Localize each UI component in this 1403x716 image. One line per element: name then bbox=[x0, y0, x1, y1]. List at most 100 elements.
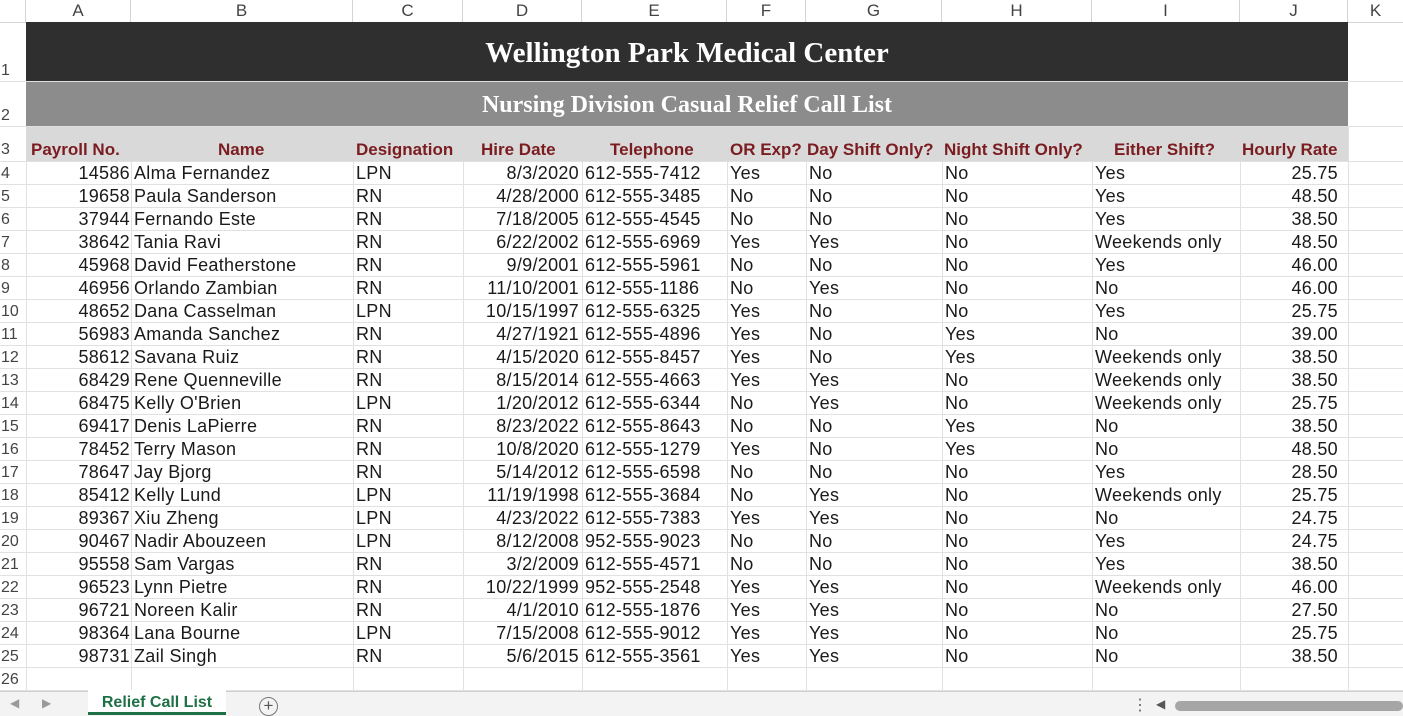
cell-payroll[interactable]: 90467 bbox=[78, 531, 130, 551]
cell-hire-date[interactable]: 4/28/2000 bbox=[496, 186, 579, 206]
cell-hourly-rate[interactable]: 25.75 bbox=[1291, 623, 1338, 643]
cell-telephone[interactable]: 612-555-8457 bbox=[585, 347, 701, 367]
cell-payroll[interactable]: 89367 bbox=[78, 508, 130, 528]
cell-hire-date[interactable]: 1/20/2012 bbox=[496, 393, 579, 413]
cell-or-exp[interactable]: Yes bbox=[730, 439, 761, 459]
cell-day-shift[interactable]: No bbox=[809, 347, 833, 367]
cell-telephone[interactable]: 612-555-6969 bbox=[585, 232, 701, 252]
cell-payroll[interactable]: 78452 bbox=[78, 439, 130, 459]
sheet-subtitle[interactable]: Nursing Division Casual Relief Call List bbox=[26, 82, 1348, 126]
cell-payroll[interactable]: 46956 bbox=[78, 278, 130, 298]
cell-or-exp[interactable]: No bbox=[730, 393, 754, 413]
cell-name[interactable]: Paula Sanderson bbox=[134, 186, 277, 206]
column-header-i[interactable]: I bbox=[1092, 0, 1240, 22]
cell-or-exp[interactable]: No bbox=[730, 485, 754, 505]
cell-designation[interactable]: RN bbox=[356, 646, 383, 666]
cell-designation[interactable]: LPN bbox=[356, 393, 392, 413]
cell-day-shift[interactable]: Yes bbox=[809, 623, 840, 643]
cell-hire-date[interactable]: 4/23/2022 bbox=[496, 508, 579, 528]
cell-payroll[interactable]: 58612 bbox=[78, 347, 130, 367]
cell-hire-date[interactable]: 7/15/2008 bbox=[496, 623, 579, 643]
column-header-f[interactable]: F bbox=[727, 0, 806, 22]
cell-day-shift[interactable]: Yes bbox=[809, 508, 840, 528]
cell-hourly-rate[interactable]: 25.75 bbox=[1291, 393, 1338, 413]
cell-name[interactable]: Sam Vargas bbox=[134, 554, 235, 574]
cell-name[interactable]: David Featherstone bbox=[134, 255, 297, 275]
cell-day-shift[interactable]: Yes bbox=[809, 600, 840, 620]
cell-either-shift[interactable]: No bbox=[1095, 416, 1119, 436]
cell-payroll[interactable]: 78647 bbox=[78, 462, 130, 482]
header-telephone[interactable]: Telephone bbox=[610, 140, 694, 159]
cell-payroll[interactable]: 48652 bbox=[78, 301, 130, 321]
cell-day-shift[interactable]: Yes bbox=[809, 278, 840, 298]
cell-day-shift[interactable]: Yes bbox=[809, 393, 840, 413]
cell-payroll[interactable]: 68475 bbox=[78, 393, 130, 413]
cell-either-shift[interactable]: No bbox=[1095, 646, 1119, 666]
cell-day-shift[interactable]: No bbox=[809, 255, 833, 275]
cell-night-shift[interactable]: No bbox=[945, 301, 969, 321]
row-header-10[interactable]: 10 bbox=[1, 303, 19, 320]
cell-or-exp[interactable]: Yes bbox=[730, 163, 761, 183]
cell-designation[interactable]: RN bbox=[356, 278, 383, 298]
row-header-7[interactable]: 7 bbox=[1, 234, 10, 251]
cell-payroll[interactable]: 98364 bbox=[78, 623, 130, 643]
cell-designation[interactable]: RN bbox=[356, 439, 383, 459]
cell-name[interactable]: Kelly O'Brien bbox=[134, 393, 242, 413]
cell-or-exp[interactable]: Yes bbox=[730, 577, 761, 597]
cell-designation[interactable]: RN bbox=[356, 577, 383, 597]
cell-telephone[interactable]: 952-555-2548 bbox=[585, 577, 701, 597]
cell-name[interactable]: Noreen Kalir bbox=[134, 600, 238, 620]
cell-name[interactable]: Savana Ruiz bbox=[134, 347, 240, 367]
cell-day-shift[interactable]: No bbox=[809, 531, 833, 551]
cell-telephone[interactable]: 612-555-3561 bbox=[585, 646, 701, 666]
cell-designation[interactable]: RN bbox=[356, 416, 383, 436]
cell-day-shift[interactable]: Yes bbox=[809, 646, 840, 666]
cell-designation[interactable]: LPN bbox=[356, 485, 392, 505]
cell-telephone[interactable]: 612-555-8643 bbox=[585, 416, 701, 436]
cell-name[interactable]: Xiu Zheng bbox=[134, 508, 219, 528]
cell-or-exp[interactable]: Yes bbox=[730, 370, 761, 390]
cell-hourly-rate[interactable]: 46.00 bbox=[1291, 278, 1338, 298]
row-header-3[interactable]: 3 bbox=[1, 141, 10, 158]
cell-either-shift[interactable]: No bbox=[1095, 324, 1119, 344]
cell-night-shift[interactable]: No bbox=[945, 370, 969, 390]
header-name[interactable]: Name bbox=[218, 140, 265, 159]
header-designation[interactable]: Designation bbox=[356, 140, 454, 159]
cell-either-shift[interactable]: Yes bbox=[1095, 301, 1126, 321]
cell-or-exp[interactable]: No bbox=[730, 416, 754, 436]
cell-either-shift[interactable]: Yes bbox=[1095, 163, 1126, 183]
cell-hire-date[interactable]: 4/15/2020 bbox=[496, 347, 579, 367]
cell-night-shift[interactable]: No bbox=[945, 646, 969, 666]
cell-night-shift[interactable]: No bbox=[945, 462, 969, 482]
row-header-13[interactable]: 13 bbox=[1, 372, 19, 389]
cell-telephone[interactable]: 612-555-7412 bbox=[585, 163, 701, 183]
cell-or-exp[interactable]: No bbox=[730, 278, 754, 298]
cell-telephone[interactable]: 612-555-9012 bbox=[585, 623, 701, 643]
row-header-4[interactable]: 4 bbox=[1, 165, 10, 182]
column-header-d[interactable]: D bbox=[463, 0, 582, 22]
cell-telephone[interactable]: 612-555-4896 bbox=[585, 324, 701, 344]
cell-designation[interactable]: RN bbox=[356, 462, 383, 482]
cell-payroll[interactable]: 69417 bbox=[78, 416, 130, 436]
cell-either-shift[interactable]: Yes bbox=[1095, 255, 1126, 275]
cell-telephone[interactable]: 612-555-1186 bbox=[585, 278, 700, 298]
row-header-6[interactable]: 6 bbox=[1, 211, 10, 228]
row-header-15[interactable]: 15 bbox=[1, 418, 19, 435]
cell-name[interactable]: Rene Quenneville bbox=[134, 370, 282, 390]
cell-or-exp[interactable]: No bbox=[730, 531, 754, 551]
row-header-23[interactable]: 23 bbox=[1, 602, 19, 619]
cell-payroll[interactable]: 45968 bbox=[78, 255, 130, 275]
cell-telephone[interactable]: 612-555-6598 bbox=[585, 462, 701, 482]
cell-telephone[interactable]: 612-555-6344 bbox=[585, 393, 701, 413]
cell-night-shift[interactable]: Yes bbox=[945, 324, 976, 344]
cell-telephone[interactable]: 612-555-1279 bbox=[585, 439, 701, 459]
cell-hourly-rate[interactable]: 28.50 bbox=[1291, 462, 1338, 482]
cell-hire-date[interactable]: 4/27/1921 bbox=[496, 324, 579, 344]
cell-designation[interactable]: LPN bbox=[356, 531, 392, 551]
header-either-shift[interactable]: Either Shift? bbox=[1114, 140, 1216, 159]
cell-day-shift[interactable]: No bbox=[809, 209, 833, 229]
cell-night-shift[interactable]: Yes bbox=[945, 439, 976, 459]
cell-hire-date[interactable]: 7/18/2005 bbox=[496, 209, 579, 229]
cell-hire-date[interactable]: 11/10/2001 bbox=[487, 278, 579, 298]
cell-or-exp[interactable]: Yes bbox=[730, 600, 761, 620]
